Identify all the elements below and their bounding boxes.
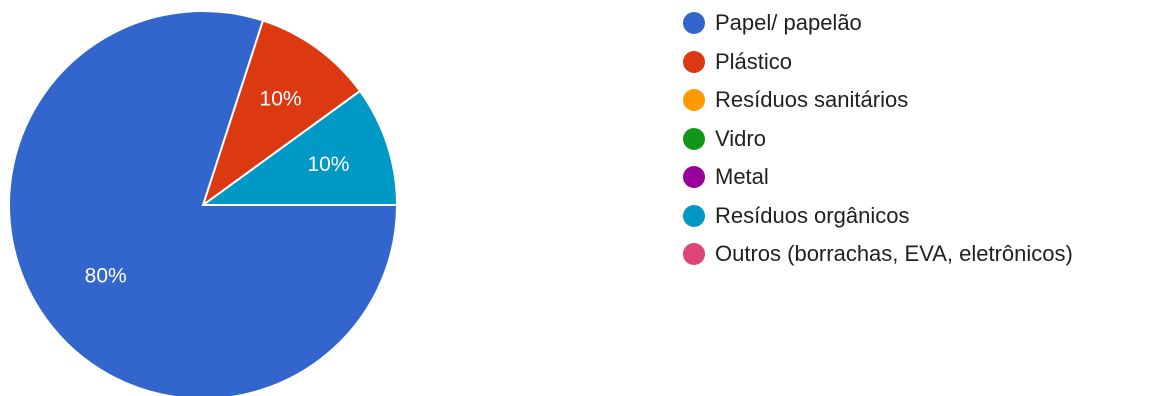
- legend-label: Resíduos sanitários: [715, 87, 909, 113]
- legend-item[interactable]: Plástico: [683, 43, 1073, 82]
- legend-label: Metal: [715, 164, 769, 190]
- chart-legend: Papel/ papelão Plástico Resíduos sanitário…: [683, 4, 1073, 274]
- legend-label: Plástico: [715, 48, 793, 74]
- legend-swatch: [683, 243, 705, 266]
- legend-label: Resíduos orgânicos: [715, 202, 910, 228]
- slice-label: 10%: [307, 153, 349, 176]
- legend-item[interactable]: Resíduos orgânicos: [683, 197, 1073, 236]
- legend-label: Vidro: [715, 125, 766, 151]
- pie-slice: [8, 10, 399, 396]
- legend-swatch: [683, 12, 705, 35]
- legend-swatch: [683, 127, 705, 150]
- slice-label: 10%: [260, 87, 302, 110]
- legend-label: Papel/ papelão: [715, 10, 862, 36]
- legend-swatch: [683, 89, 705, 112]
- legend-item[interactable]: Papel/ papelão: [683, 4, 1073, 43]
- legend-item[interactable]: Vidro: [683, 120, 1073, 159]
- legend-swatch: [683, 166, 705, 189]
- legend-swatch: [683, 50, 705, 73]
- legend-swatch: [683, 204, 705, 227]
- legend-item[interactable]: Resíduos sanitários: [683, 81, 1073, 120]
- legend-item[interactable]: Outros (borrachas, EVA, eletrônicos): [683, 235, 1073, 274]
- legend-label: Outros (borrachas, EVA, eletrônicos): [715, 241, 1073, 267]
- pie-slice: [201, 19, 362, 208]
- pie-chart: 10% 10% 80%: [8, 10, 399, 396]
- legend-item[interactable]: Metal: [683, 158, 1073, 197]
- slice-label: 80%: [85, 265, 127, 288]
- pie-slice: [199, 89, 399, 206]
